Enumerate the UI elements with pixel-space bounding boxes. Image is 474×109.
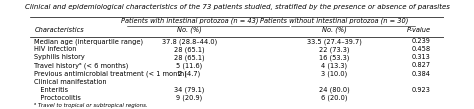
Text: 24 (80.0): 24 (80.0): [319, 87, 350, 93]
Text: 16 (53.3): 16 (53.3): [319, 54, 349, 61]
Text: 0.827: 0.827: [411, 62, 430, 68]
Text: HIV infection: HIV infection: [34, 46, 77, 52]
Text: Clinical manifestation: Clinical manifestation: [34, 79, 107, 85]
Text: 37.8 (28.8–44.0): 37.8 (28.8–44.0): [162, 38, 217, 45]
Text: 0.239: 0.239: [412, 38, 430, 44]
Text: 4 (13.3): 4 (13.3): [321, 62, 347, 69]
Text: Travel historyᵃ (< 6 months): Travel historyᵃ (< 6 months): [34, 62, 128, 69]
Text: 0.923: 0.923: [412, 87, 430, 93]
Text: 2 (4.7): 2 (4.7): [178, 71, 201, 77]
Text: Syphilis history: Syphilis history: [34, 54, 85, 60]
Text: Previous antimicrobial treatment (< 1 month): Previous antimicrobial treatment (< 1 mo…: [34, 71, 187, 77]
Text: Enteritis: Enteritis: [34, 87, 68, 93]
Text: Patients with intestinal protozoa (n = 43): Patients with intestinal protozoa (n = 4…: [121, 18, 258, 24]
Text: 22 (73.3): 22 (73.3): [319, 46, 349, 53]
Text: Proctocolitis: Proctocolitis: [34, 95, 81, 101]
Text: 0.384: 0.384: [411, 71, 430, 77]
Text: P-value: P-value: [407, 27, 430, 33]
Text: 28 (65.1): 28 (65.1): [174, 54, 205, 61]
Text: ᵃ Travel to tropical or subtropical regions.: ᵃ Travel to tropical or subtropical regi…: [34, 103, 148, 108]
Text: No. (%): No. (%): [322, 27, 346, 33]
Text: Clinical and epidemiological characteristics of the 73 patients studied, stratif: Clinical and epidemiological characteris…: [25, 4, 449, 10]
Text: 0.313: 0.313: [412, 54, 430, 60]
Text: 6 (20.0): 6 (20.0): [321, 95, 347, 101]
Text: 3 (10.0): 3 (10.0): [321, 71, 347, 77]
Text: Characteristics: Characteristics: [34, 27, 84, 33]
Text: 33.5 (27.4–39.7): 33.5 (27.4–39.7): [307, 38, 362, 45]
Text: Patients without intestinal protozoa (n = 30): Patients without intestinal protozoa (n …: [260, 18, 409, 24]
Text: 5 (11.6): 5 (11.6): [176, 62, 202, 69]
Text: 28 (65.1): 28 (65.1): [174, 46, 205, 53]
Text: 9 (20.9): 9 (20.9): [176, 95, 202, 101]
Text: Median age (interquartile range): Median age (interquartile range): [34, 38, 144, 45]
Text: 0.458: 0.458: [411, 46, 430, 52]
Text: No. (%): No. (%): [177, 27, 202, 33]
Text: 34 (79.1): 34 (79.1): [174, 87, 205, 93]
